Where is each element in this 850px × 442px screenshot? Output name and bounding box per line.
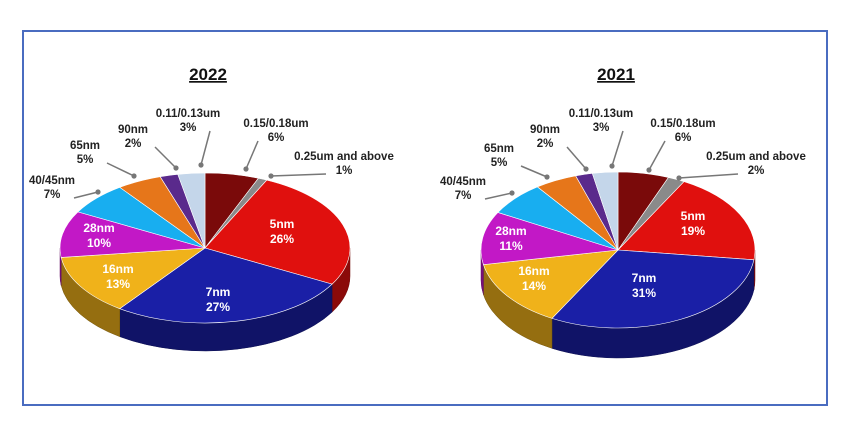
leader-line [200, 130, 211, 166]
slice-value-label: 11% [499, 239, 523, 253]
slice-category-label: 65nm [70, 140, 100, 152]
slice-value-label: 26% [270, 232, 294, 246]
slice-category-label: 0.11/0.13um [156, 108, 221, 120]
slice-label-40-45nm: 40/45nm 7% [440, 176, 515, 202]
leader-line [678, 173, 739, 179]
chart-title: 2021 [597, 65, 635, 84]
leader-dot [646, 167, 652, 173]
slice-category-label: 90nm [530, 124, 560, 136]
pie-slice-0-11-0-13um [177, 172, 206, 249]
slice-value-label: 19% [681, 224, 705, 238]
slice-category-label: 90nm [118, 124, 148, 136]
slice-value-label: 2% [125, 138, 142, 150]
leader-line [73, 191, 99, 199]
slice-category-label: 7nm [206, 285, 231, 299]
slice-value-label: 13% [106, 277, 130, 291]
pie-slices [59, 172, 351, 324]
slice-label-0-15-0-18um: 0.15/0.18um 6% [243, 118, 309, 172]
slice-category-label: 5nm [681, 209, 706, 223]
slice-value-label: 7% [455, 190, 472, 202]
pie-slice-16nm [60, 247, 207, 310]
slice-label-0-25um-and-above: 0.25um and above 1% [268, 151, 394, 179]
slice-label-65nm: 65nm 5% [70, 140, 137, 179]
pie-slice-28nm [480, 212, 619, 265]
leader-dot [95, 189, 101, 195]
leader-dot [609, 163, 615, 169]
leader-line [484, 192, 513, 200]
slice-label-90nm: 90nm 2% [118, 124, 179, 171]
pie-slice-7nm [119, 247, 333, 324]
slice-label-65nm: 65nm 5% [484, 143, 550, 180]
slice-label-90nm: 90nm 2% [530, 124, 589, 172]
slice-category-label: 40/45nm [29, 175, 75, 187]
slice-value-label: 27% [206, 300, 230, 314]
slice-value-label: 3% [180, 122, 197, 134]
slice-value-label: 10% [87, 236, 111, 250]
pie-slice-28nm [59, 211, 206, 258]
leader-line [520, 165, 548, 178]
slice-label-0-11-0-13um: 0.11/0.13um 3% [156, 108, 221, 168]
slice-category-label: 0.25um and above [294, 151, 394, 163]
slice-label-40-45nm: 40/45nm 7% [29, 175, 101, 201]
pie-slice-0-11-0-13um [591, 171, 619, 251]
slice-category-label: 7nm [632, 271, 657, 285]
leader-line [611, 130, 624, 167]
slice-label-0-11-0-13um: 0.11/0.13um 3% [569, 108, 634, 169]
pie-slice-16nm [483, 249, 619, 319]
leader-line [648, 140, 666, 171]
leader-dot [198, 162, 204, 168]
leader-dot [131, 173, 137, 179]
leader-line [270, 173, 327, 177]
leader-line [106, 162, 135, 177]
slice-category-label: 0.15/0.18um [650, 118, 715, 130]
slice-value-label: 6% [268, 132, 285, 144]
slice-value-label: 31% [632, 286, 656, 300]
slice-value-label: 3% [593, 122, 610, 134]
leader-dot [583, 166, 589, 172]
chart-title: 2022 [189, 65, 227, 84]
slice-category-label: 0.15/0.18um [243, 118, 308, 130]
slice-category-label: 5nm [270, 217, 295, 231]
slice-category-label: 16nm [102, 262, 133, 276]
slice-category-label: 40/45nm [440, 176, 486, 188]
slice-category-label: 65nm [484, 143, 514, 155]
slice-category-label: 16nm [518, 264, 549, 278]
leader-line [566, 146, 587, 170]
pie-slice-7nm [551, 249, 755, 329]
slice-value-label: 5% [491, 157, 508, 169]
slice-value-label: 1% [336, 165, 353, 177]
slice-value-label: 5% [77, 154, 94, 166]
slice-value-label: 14% [522, 279, 546, 293]
pie-slice-5nm [617, 181, 756, 261]
slice-value-label: 6% [675, 132, 692, 144]
slice-label-0-15-0-18um: 0.15/0.18um 6% [646, 118, 716, 173]
slice-category-label: 0.25um and above [706, 151, 806, 163]
slice-category-label: 0.11/0.13um [569, 108, 634, 120]
leader-dot [676, 175, 682, 181]
leader-dot [243, 166, 249, 172]
leader-dot [268, 173, 274, 179]
leader-line [245, 140, 259, 170]
slice-value-label: 7% [44, 189, 61, 201]
slice-label-0-25um-and-above: 0.25um and above 2% [676, 151, 806, 181]
leader-line [154, 146, 177, 169]
pie-slices [480, 171, 756, 329]
leader-dot [509, 190, 515, 196]
slice-value-label: 2% [748, 165, 765, 177]
slice-category-label: 28nm [83, 221, 114, 235]
leader-dot [544, 174, 550, 180]
leader-dot [173, 165, 179, 171]
slice-value-label: 2% [537, 138, 554, 150]
slice-category-label: 28nm [495, 224, 526, 238]
